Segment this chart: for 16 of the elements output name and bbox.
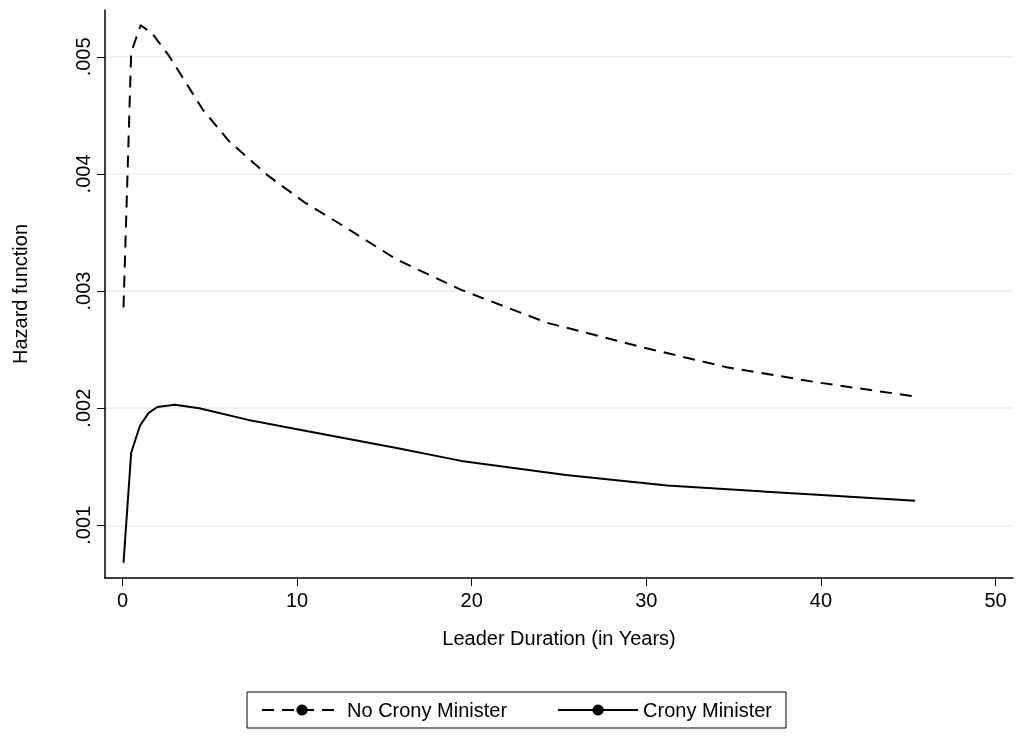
y-tick-label: .005 <box>72 37 94 77</box>
legend-label: No Crony Minister <box>347 699 508 721</box>
legend-label: Crony Minister <box>643 699 773 721</box>
x-tick-label: 0 <box>116 589 129 611</box>
x-tick-label: 20 <box>460 589 483 611</box>
x-tick-label: 30 <box>635 589 658 611</box>
x-tick-label: 40 <box>809 589 833 611</box>
y-tick-label: .003 <box>72 271 94 311</box>
x-axis-title: Leader Duration (in Years) <box>442 627 676 649</box>
x-tick-label: 50 <box>984 589 1007 611</box>
line-series <box>122 403 917 564</box>
x-tick-label: 10 <box>285 589 309 611</box>
y-tick-label: .004 <box>72 154 94 194</box>
y-axis-title: Hazard function <box>9 223 31 365</box>
y-tick-label: .001 <box>72 505 94 545</box>
y-tick-label: .002 <box>72 388 94 428</box>
